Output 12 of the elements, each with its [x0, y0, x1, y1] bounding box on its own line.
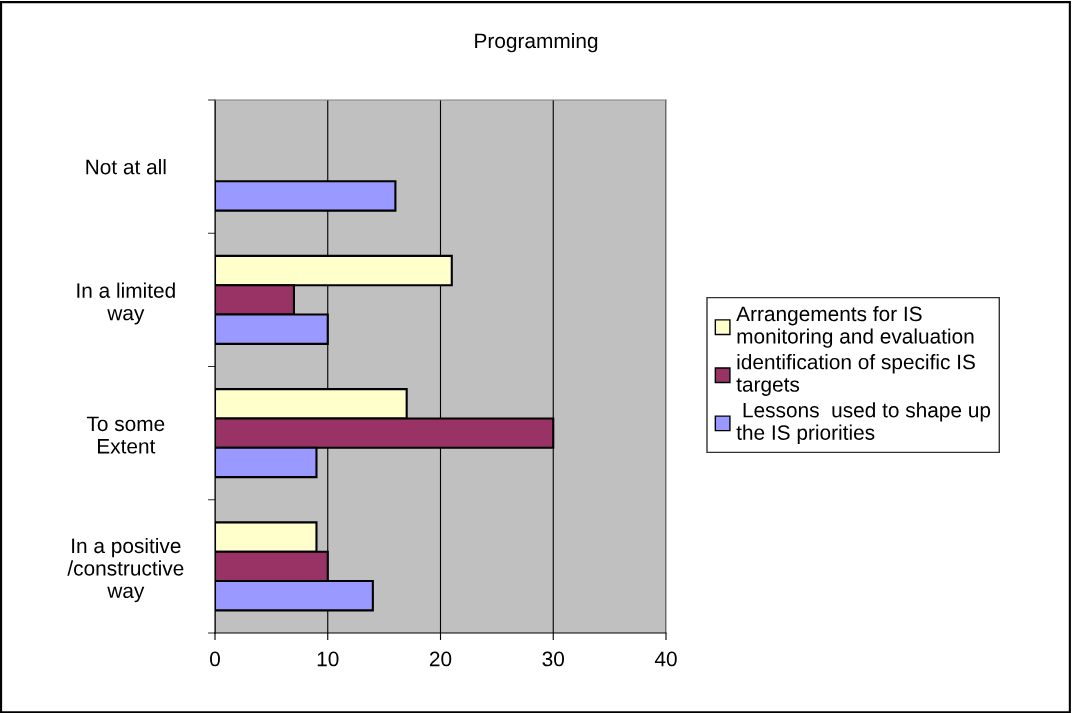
y-tick-label: To some Extent: [86, 416, 165, 454]
x-tick-label: 0: [210, 651, 220, 667]
y-tick-label: In a limited way: [77, 282, 175, 325]
x-tick-label: 40: [654, 651, 677, 667]
x-tick-label: 10: [317, 651, 339, 667]
legend-label: identification of specific IS targets: [736, 354, 975, 396]
y-tick-label: Not at all: [86, 159, 166, 175]
x-tick-label: 20: [429, 651, 452, 667]
x-tick-label: 30: [542, 651, 565, 667]
legend-label: Lessons used to shape up the IS priorities: [736, 402, 991, 445]
chart-title: Programming: [475, 32, 598, 53]
y-tick-label: In a positive /constructive way: [67, 537, 184, 603]
